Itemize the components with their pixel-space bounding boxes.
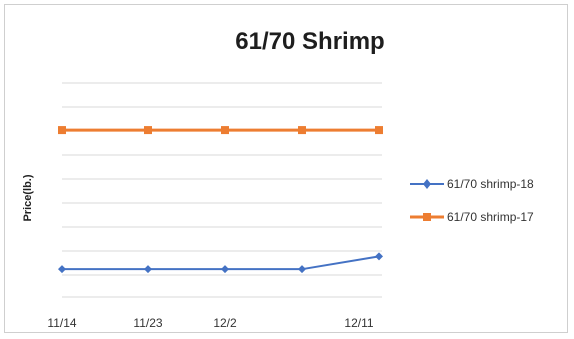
legend-item: 61/70 shrimp-18 xyxy=(410,176,570,192)
data-point-series-2 xyxy=(58,126,66,135)
data-point-series-2 xyxy=(375,126,383,135)
data-point-series-2 xyxy=(144,126,152,135)
legend-marker-series-2 xyxy=(423,213,431,221)
legend: 61/70 shrimp-18 61/70 shrimp-17 xyxy=(410,176,570,242)
x-tick-label: 12/2 xyxy=(213,316,237,330)
legend-marker-series-1 xyxy=(423,179,431,189)
x-tick-labels: 11/14 11/23 12/2 12/11 xyxy=(47,316,373,330)
series-line-1 xyxy=(62,255,380,271)
legend-swatch-series-2 xyxy=(410,213,444,221)
grid-lines xyxy=(62,82,382,298)
legend-label-series-1: 61/70 shrimp-18 xyxy=(447,177,534,191)
data-point-series-1 xyxy=(375,252,383,261)
series-lines xyxy=(62,128,380,271)
data-point-series-1 xyxy=(298,265,306,274)
chart-frame xyxy=(4,4,568,333)
x-tick-label: 11/23 xyxy=(133,316,162,330)
legend-swatch-series-1 xyxy=(410,179,444,189)
data-point-series-1 xyxy=(144,265,152,274)
data-point-series-1 xyxy=(58,265,66,274)
series-markers xyxy=(58,126,383,274)
legend-item: 61/70 shrimp-17 xyxy=(410,209,570,225)
data-point-series-2 xyxy=(221,126,229,135)
data-point-series-1 xyxy=(221,265,229,274)
chart-title: 61/70 Shrimp xyxy=(235,28,385,55)
x-tick-label: 12/11 xyxy=(344,316,373,330)
legend-label-series-2: 61/70 shrimp-17 xyxy=(447,210,534,224)
data-point-series-2 xyxy=(298,126,306,135)
x-tick-label: 11/14 xyxy=(47,316,76,330)
